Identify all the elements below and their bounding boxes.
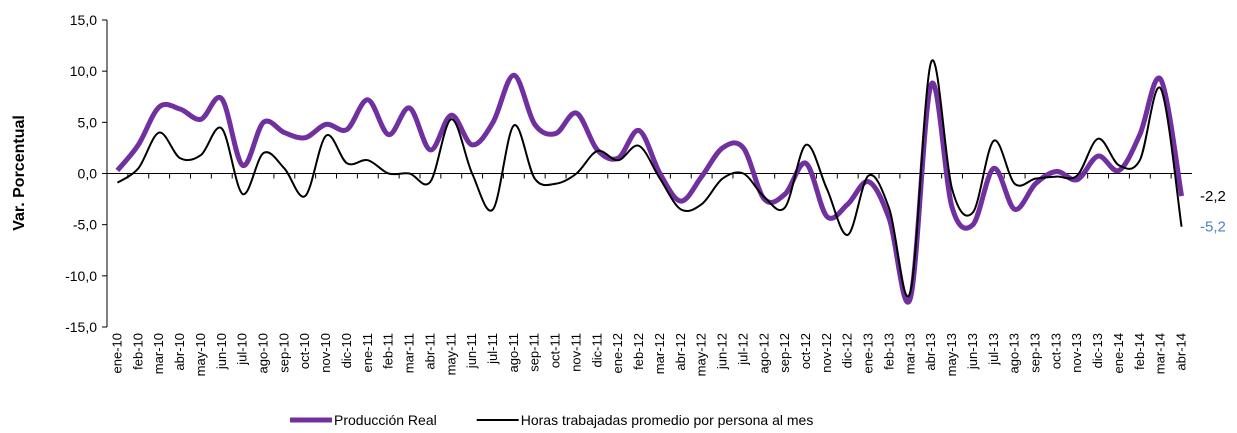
x-tick-label: may-12 [694,333,709,376]
x-tick-label: feb-13 [881,333,896,370]
x-tick-label: feb-12 [631,333,646,370]
x-tick-label: feb-14 [1132,333,1147,370]
x-tick-label: sep-11 [527,333,542,372]
x-tick-label: jul-12 [735,333,750,366]
x-tick-label: oct-10 [297,333,312,369]
x-tick-label: nov-12 [819,333,834,373]
x-tick-label: ene-14 [1111,333,1126,373]
x-tick-label: mar-12 [652,333,667,374]
x-tick-label: feb-11 [381,333,396,369]
x-tick-label: oct-12 [798,333,813,369]
series-line [115,72,1185,305]
x-tick-label: jul-10 [235,333,250,366]
x-tick-label: feb-10 [130,333,145,370]
x-tick-label: ene-11 [360,333,375,373]
y-tick-label: 5,0 [78,114,98,130]
value-label: -2,2 [1200,188,1226,205]
x-tick-label: may-13 [944,333,959,376]
x-tick-label: dic-12 [840,333,855,368]
x-tick-label: dic-11 [589,333,604,367]
y-tick-label: -10,0 [65,268,97,284]
x-tick-label: jun-13 [965,333,980,370]
x-tick-label: nov-10 [318,333,333,373]
legend-label: Producción Real [334,412,437,428]
x-tick-label: sep-10 [276,333,291,373]
x-tick-label: mar-10 [151,333,166,374]
x-tick-label: ene-13 [861,333,876,373]
y-tick-label: 15,0 [70,12,97,28]
x-tick-label: mar-14 [1153,333,1168,374]
x-tick-label: dic-13 [1090,333,1105,368]
x-tick-label: abr-10 [172,333,187,371]
x-tick-label: abr-14 [1174,333,1189,371]
x-tick-label: abr-12 [673,333,688,371]
x-tick-label: sep-13 [1028,333,1043,373]
x-tick-label: ene-10 [109,333,124,373]
x-tick-label: ago-11 [506,333,521,373]
x-tick-label: may-10 [193,333,208,376]
x-tick-label: ago-12 [756,333,771,373]
y-tick-label: 10,0 [70,63,97,79]
x-tick-label: oct-13 [1048,333,1063,369]
x-tick-label: sep-12 [777,333,792,373]
x-tick-label: jun-12 [715,333,730,370]
x-tick-label: oct-11 [548,333,563,368]
x-tick-label: mar-13 [902,333,917,374]
x-tick-label: mar-11 [402,333,417,373]
x-tick-label: abr-11 [422,333,437,370]
x-tick-label: ene-12 [610,333,625,373]
y-axis-title: Var. Porcentual [11,115,28,231]
x-tick-label: jun-11 [464,333,479,369]
x-tick-label: nov-13 [1069,333,1084,373]
x-tick-label: ago-13 [1007,333,1022,373]
series-line [116,59,1183,298]
y-tick-label: 0,0 [78,166,98,182]
x-tick-label: may-11 [443,333,458,375]
x-tick-label: dic-10 [339,333,354,368]
x-tick-label: jul-13 [986,333,1001,366]
value-label: -5,2 [1200,219,1226,236]
x-tick-label: jul-11 [485,333,500,365]
x-tick-label: abr-13 [923,333,938,371]
y-tick-label: -5,0 [73,217,97,233]
legend-label: Horas trabajadas promedio por persona al… [521,412,814,428]
x-tick-label: jun-10 [214,333,229,370]
x-tick-label: ago-10 [255,333,270,373]
y-tick-label: -15,0 [65,319,97,335]
x-tick-label: nov-11 [568,333,583,372]
